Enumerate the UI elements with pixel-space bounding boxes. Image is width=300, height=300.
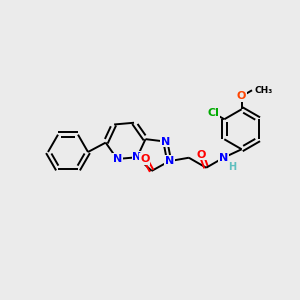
Text: Cl: Cl [207,108,219,118]
Text: O: O [237,91,246,101]
Text: N: N [164,156,174,166]
Text: N: N [132,152,142,162]
Text: N: N [161,136,170,147]
Text: N: N [219,153,228,163]
Text: O: O [197,150,206,160]
Text: CH₃: CH₃ [254,86,272,95]
Text: N: N [112,154,122,164]
Text: O: O [140,154,150,164]
Text: H: H [229,162,237,172]
